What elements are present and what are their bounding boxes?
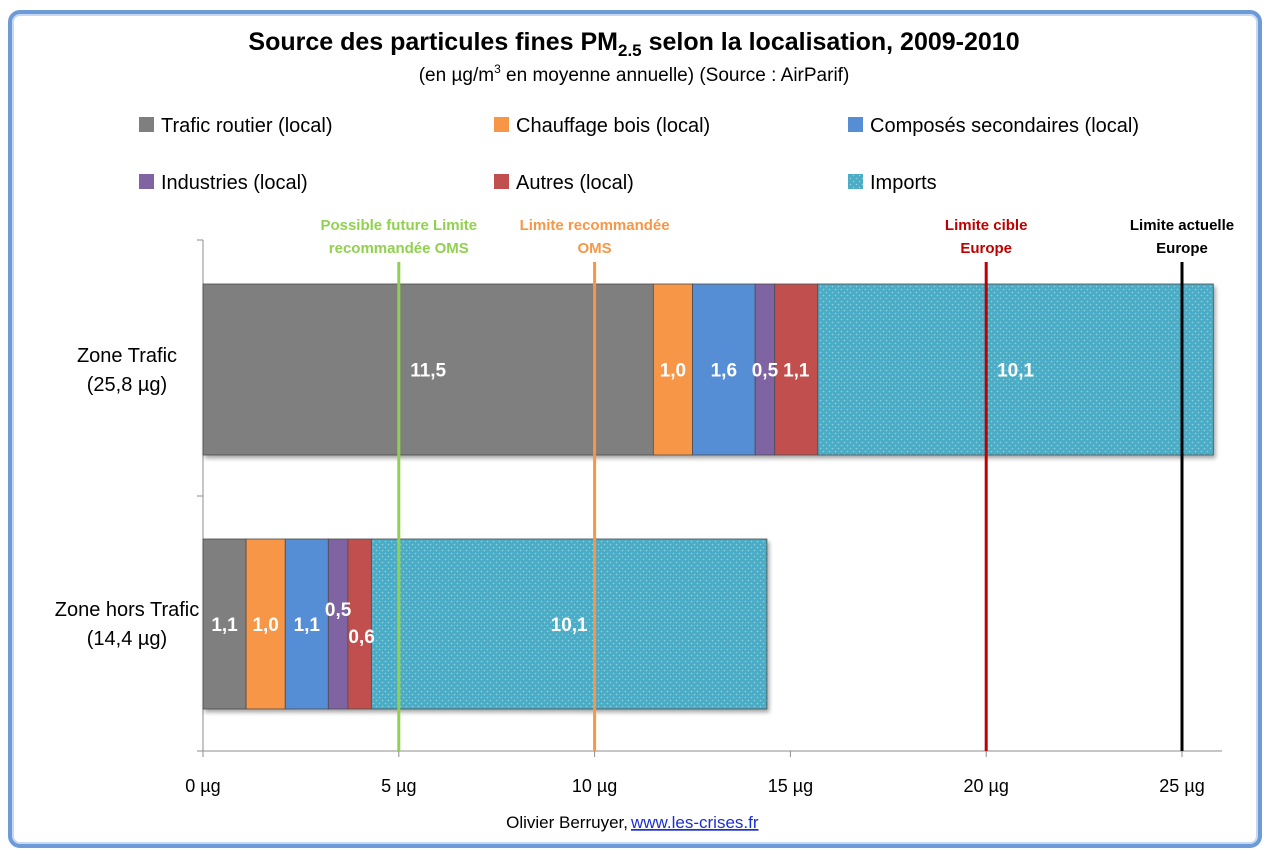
x-tick-label-15: 15 µg: [768, 776, 813, 796]
data-label-1-6: 10,1: [997, 361, 1034, 382]
chart-subtitle-pre: (en µg/m: [419, 65, 494, 86]
x-tick-label-0: 0 µg: [185, 776, 220, 796]
legend-swatch-1: [139, 117, 154, 132]
chart-title-main: Source des particules fines PM: [248, 28, 618, 56]
category-total-2: (14,4 µg): [87, 628, 167, 650]
bar-segment-2-6: [370, 538, 768, 710]
category-label-2: Zone hors Trafic: [55, 599, 200, 621]
data-label-2-6: 10,1: [551, 615, 588, 636]
bar-segment-2-1: [202, 538, 247, 710]
category-total-1: (25,8 µg): [87, 374, 167, 396]
bar-group-2: [202, 538, 768, 710]
bar-segment-1-2: [652, 283, 693, 456]
reference-label-4-2: Europe: [1156, 240, 1208, 257]
data-label-2-2: 1,0: [252, 615, 278, 636]
x-tick-label-5: 5 µg: [381, 776, 416, 796]
reference-label-4-1: Limite actuelle: [1130, 217, 1234, 234]
data-label-1-2: 1,0: [660, 361, 686, 382]
data-label-2-4: 0,5: [325, 600, 352, 621]
chart-legend: Trafic routier (local) Chauffage bois (lo…: [139, 115, 1139, 194]
bar-segment-1-1: [202, 283, 654, 456]
legend-swatch-3: [848, 117, 863, 132]
reference-label-1-1: Possible future Limite: [320, 217, 477, 234]
bar-segment-2-5: [347, 538, 372, 710]
chart-title-subscript: 2.5: [618, 41, 642, 60]
category-label-1: Zone Trafic: [77, 345, 177, 367]
reference-label-3-2: Europe: [960, 240, 1012, 257]
data-labels: 11,5 1,0 1,6 0,5 1,1 10,11,1 1,0 1,10,50,610,1: [211, 361, 1034, 649]
bar-segment-1-3: [692, 283, 756, 456]
bar-group-1: [202, 283, 1214, 456]
data-label-2-1: 1,1: [211, 615, 238, 636]
chart-subtitle: (en µg/m3 en moyenne annuelle) (Source :…: [419, 62, 850, 86]
data-label-1-3: 1,6: [711, 361, 737, 382]
chart-subtitle-post: en moyenne annuelle) (Source : AirParif): [501, 65, 850, 86]
x-tick-label-25: 25 µg: [1159, 776, 1204, 796]
reference-lines: Possible future Limite recommandée OMS Lim…: [320, 217, 1234, 751]
reference-label-1-2: recommandée OMS: [329, 240, 469, 257]
bar-segment-2-2: [245, 538, 286, 710]
legend-swatch-2: [494, 117, 509, 132]
reference-label-3-1: Limite cible: [945, 217, 1028, 234]
data-label-1-5: 1,1: [783, 361, 810, 382]
reference-label-2-1: Limite recommandée: [520, 217, 670, 234]
legend-label-6: Imports: [870, 172, 937, 194]
bar-segment-2-3: [284, 538, 329, 710]
data-label-2-5: 0,6: [348, 627, 374, 648]
legend-label-5: Autres (local): [516, 172, 634, 194]
legend-label-1: Trafic routier (local): [161, 115, 333, 137]
legend-label-2: Chauffage bois (local): [516, 115, 710, 137]
chart-title: Source des particules fines PM2.5 selon …: [248, 28, 1019, 60]
data-label-1-4: 0,5: [752, 361, 779, 382]
footer-credit: Olivier Berruyer,: [506, 813, 628, 832]
chart-title-tail: selon la localisation, 2009-2010: [642, 28, 1020, 56]
legend-swatch-6: [848, 174, 863, 189]
bar-segment-2-4: [327, 538, 349, 710]
bar-segment-1-5: [774, 283, 819, 456]
legend-swatch-4: [139, 174, 154, 189]
chart-bars: [202, 283, 1214, 710]
legend-label-4: Industries (local): [161, 172, 308, 194]
legend-swatch-5: [494, 174, 509, 189]
x-tick-label-10: 10 µg: [572, 776, 617, 796]
bar-segment-1-6: [817, 283, 1214, 456]
legend-label-3: Composés secondaires (local): [870, 115, 1139, 137]
chart-axes: 0 µg 5 µg 10 µg 15 µg 20 µg 25 µg Zone Trafic (…: [55, 239, 1222, 796]
data-label-1-1: 11,5: [410, 361, 446, 382]
reference-label-2-2: OMS: [578, 240, 612, 257]
x-tick-label-20: 20 µg: [963, 776, 1008, 796]
chart-subtitle-sup: 3: [494, 62, 501, 76]
data-label-2-3: 1,1: [294, 615, 321, 636]
footer-link[interactable]: www.les-crises.fr: [630, 813, 759, 832]
